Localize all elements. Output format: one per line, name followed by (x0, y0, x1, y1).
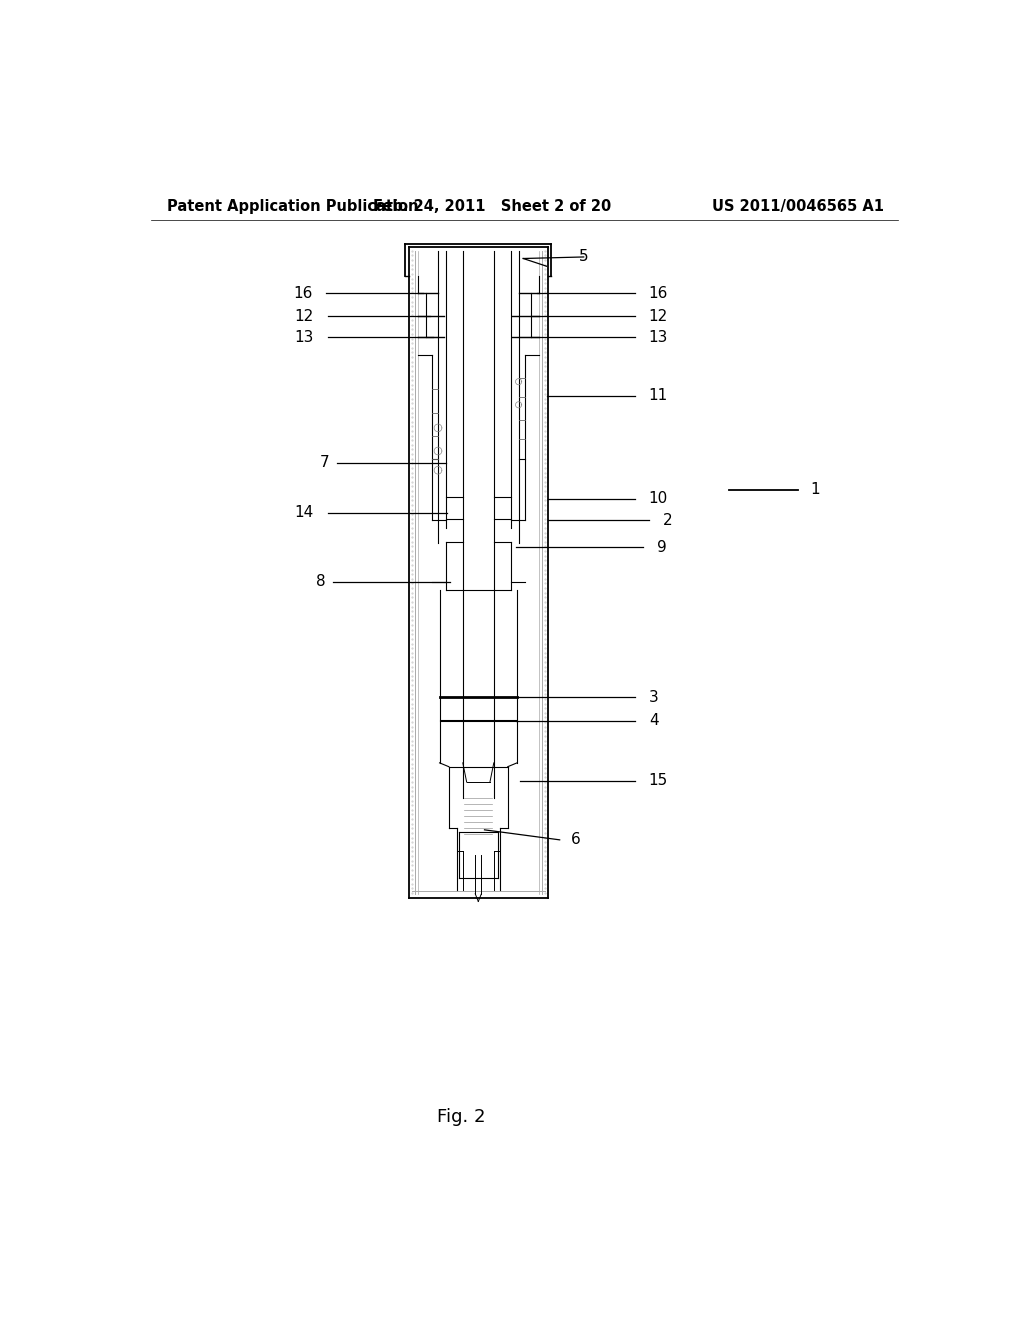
Text: 8: 8 (316, 574, 326, 590)
Text: 4: 4 (649, 713, 658, 729)
Text: Patent Application Publication: Patent Application Publication (167, 198, 418, 214)
Text: Feb. 24, 2011   Sheet 2 of 20: Feb. 24, 2011 Sheet 2 of 20 (373, 198, 611, 214)
Text: 16: 16 (649, 285, 669, 301)
Text: 11: 11 (649, 388, 668, 403)
Text: 2: 2 (663, 512, 673, 528)
Text: 14: 14 (295, 506, 314, 520)
Text: 16: 16 (293, 285, 312, 301)
Text: 6: 6 (571, 833, 581, 847)
Text: 10: 10 (649, 491, 668, 507)
Text: 9: 9 (656, 540, 667, 554)
Text: 3: 3 (649, 690, 658, 705)
Text: 12: 12 (295, 309, 314, 323)
Text: 5: 5 (579, 249, 589, 264)
Text: US 2011/0046565 A1: US 2011/0046565 A1 (712, 198, 884, 214)
Text: 7: 7 (319, 455, 330, 470)
Text: 15: 15 (649, 774, 668, 788)
Text: Fig. 2: Fig. 2 (437, 1107, 485, 1126)
Text: 12: 12 (649, 309, 668, 323)
Text: 13: 13 (649, 330, 669, 345)
Text: 13: 13 (295, 330, 314, 345)
Text: 1: 1 (810, 482, 819, 498)
